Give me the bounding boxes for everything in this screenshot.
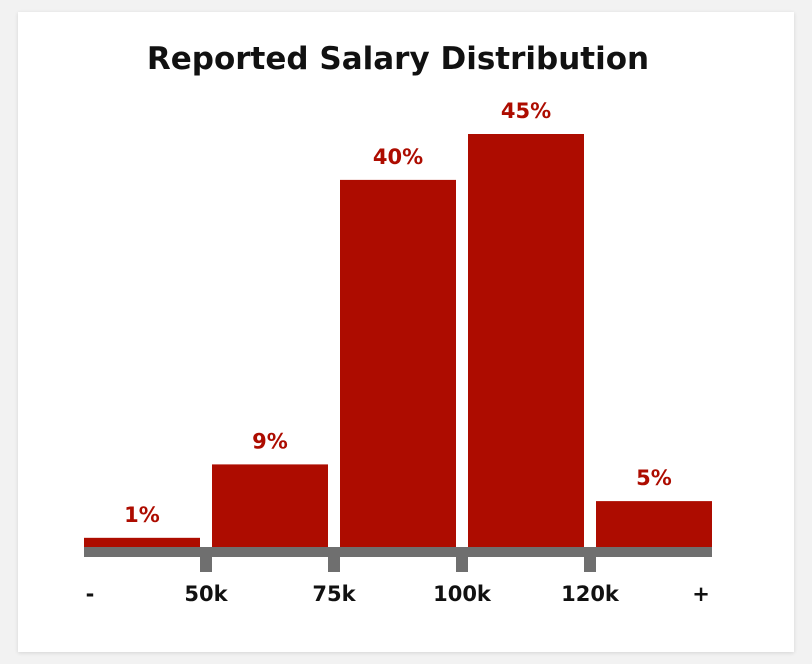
data-label-4: 45% <box>501 99 551 123</box>
tick-label-6: + <box>692 582 710 606</box>
bar-2 <box>212 464 328 547</box>
tick-labels-group: - 50k 75k 100k 120k + <box>86 582 710 606</box>
tick-mark-3 <box>456 557 468 572</box>
data-label-5: 5% <box>636 466 672 490</box>
tick-label-3: 75k <box>312 582 356 606</box>
bar-5 <box>596 501 712 547</box>
tick-mark-4 <box>584 557 596 572</box>
bar-4 <box>468 134 584 547</box>
data-label-3: 40% <box>373 145 423 169</box>
data-label-1: 1% <box>124 503 160 527</box>
chart-title: Reported Salary Distribution <box>147 41 649 77</box>
bar-1 <box>84 537 200 547</box>
tick-label-1: - <box>86 582 95 606</box>
tick-label-5: 120k <box>561 582 620 606</box>
tick-label-4: 100k <box>433 582 492 606</box>
tick-mark-1 <box>200 557 212 572</box>
bars-group <box>84 134 712 547</box>
data-labels-group: 1% 9% 40% 45% 5% <box>124 99 672 527</box>
data-label-2: 9% <box>252 429 288 453</box>
x-axis-line <box>84 547 712 557</box>
tick-label-2: 50k <box>184 582 228 606</box>
tick-mark-2 <box>328 557 340 572</box>
bar-3 <box>340 179 456 547</box>
x-axis <box>84 547 712 572</box>
